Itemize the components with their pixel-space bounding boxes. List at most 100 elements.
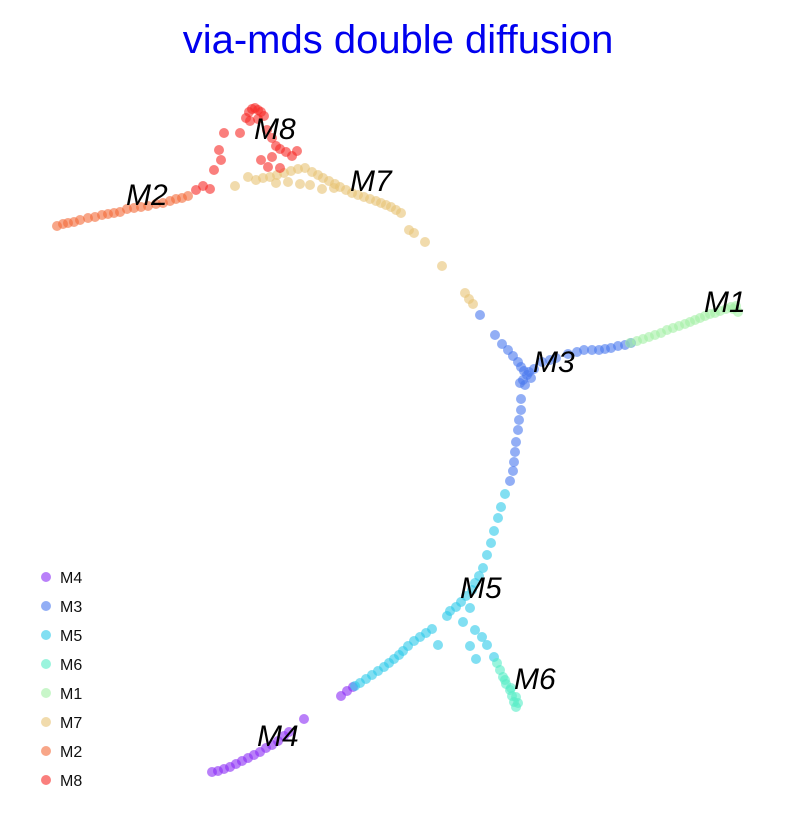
data-points-layer — [52, 103, 743, 777]
legend-marker-m1 — [41, 688, 51, 698]
cluster-label-m7: M7 — [350, 165, 393, 198]
data-point-m3-14 — [520, 380, 530, 390]
data-point-m7-34 — [295, 179, 305, 189]
data-point-m5-18 — [477, 632, 487, 642]
data-point-m3-15 — [537, 357, 547, 367]
data-point-m3-35 — [508, 466, 518, 476]
data-point-m7-36 — [317, 184, 327, 194]
legend-label-m1: M1 — [60, 686, 82, 703]
data-point-m3-32 — [511, 437, 521, 447]
data-point-m3-0 — [475, 310, 485, 320]
data-point-m5-3 — [489, 526, 499, 536]
data-point-m3-30 — [514, 415, 524, 425]
cluster-label-m2: M2 — [126, 179, 168, 212]
data-point-m2-14 — [143, 201, 153, 211]
legend-label-m8: M8 — [60, 773, 82, 790]
legend: M4 M3 M5 M6 M1 M7 M2 M8 — [41, 570, 82, 790]
data-point-m8-26 — [275, 163, 285, 173]
data-point-m1-21 — [728, 304, 738, 314]
data-point-m7-38 — [271, 178, 281, 188]
data-point-m3-36 — [505, 476, 515, 486]
data-point-m2-20 — [183, 191, 193, 201]
data-point-m3-21 — [587, 345, 597, 355]
data-point-m7-35 — [305, 180, 315, 190]
data-point-m5-17 — [470, 625, 480, 635]
data-point-m5-16 — [458, 617, 468, 627]
data-point-m3-12 — [529, 364, 539, 374]
chart-title: via-mds double diffusion — [182, 18, 614, 62]
data-point-m8-24 — [256, 155, 266, 165]
cluster-label-m5: M5 — [460, 572, 502, 605]
data-point-m5-20 — [471, 654, 481, 664]
data-point-m5-6 — [478, 563, 488, 573]
data-point-m5-2 — [493, 513, 503, 523]
legend-marker-m4 — [41, 572, 51, 582]
cluster-label-m8: M8 — [254, 113, 296, 146]
data-point-m7-39 — [283, 177, 293, 187]
data-point-m3-1 — [490, 330, 500, 340]
cluster-labels-layer: M1 M2 M3 M4 M5 M6 M7 M8 — [126, 113, 746, 753]
data-point-m3-17 — [551, 353, 561, 363]
data-point-m8-7 — [235, 128, 245, 138]
data-point-m4-14 — [299, 714, 309, 724]
data-point-m3-13 — [526, 373, 536, 383]
legend-marker-m7 — [41, 717, 51, 727]
data-point-m6-10 — [506, 683, 516, 693]
data-point-m8-15 — [253, 114, 263, 124]
data-point-m8-4 — [214, 145, 224, 155]
legend-label-m6: M6 — [60, 657, 82, 674]
data-point-m5-38 — [433, 640, 443, 650]
data-point-m8-25 — [263, 162, 273, 172]
legend-marker-m2 — [41, 746, 51, 756]
data-point-m2-4 — [75, 215, 85, 225]
legend-label-m5: M5 — [60, 628, 82, 645]
legend-marker-m6 — [41, 659, 51, 669]
data-point-m3-33 — [510, 447, 520, 457]
data-point-m4-13 — [284, 727, 294, 737]
legend-marker-m3 — [41, 601, 51, 611]
data-point-m7-26 — [396, 208, 406, 218]
data-point-m5-0 — [500, 489, 510, 499]
legend-marker-m8 — [41, 775, 51, 785]
data-point-m7-28 — [409, 228, 419, 238]
data-point-m8-5 — [216, 155, 226, 165]
data-point-m7-30 — [437, 261, 447, 271]
data-point-m8-23 — [292, 146, 302, 156]
data-point-m6-11 — [500, 675, 510, 685]
legend-label-m7: M7 — [60, 715, 82, 732]
data-point-m8-6 — [219, 128, 229, 138]
data-point-m8-18 — [267, 133, 277, 143]
data-point-m7-1 — [243, 172, 253, 182]
legend-label-m4: M4 — [60, 570, 82, 587]
data-point-m8-3 — [209, 165, 219, 175]
data-point-m5-5 — [482, 550, 492, 560]
data-point-m8-27 — [267, 152, 277, 162]
cluster-label-m3: M3 — [533, 346, 575, 379]
data-point-m5-4 — [486, 538, 496, 548]
data-point-m5-37 — [350, 681, 360, 691]
cluster-label-m1: M1 — [704, 286, 746, 319]
legend-marker-m5 — [41, 630, 51, 640]
data-point-m7-33 — [468, 299, 478, 309]
data-point-m6-9 — [511, 692, 521, 702]
cluster-label-m4: M4 — [257, 720, 299, 753]
data-point-m5-19 — [465, 641, 475, 651]
data-point-m7-37 — [329, 183, 339, 193]
data-point-m7-0 — [230, 181, 240, 191]
data-point-m3-34 — [509, 457, 519, 467]
data-point-m8-2 — [205, 184, 215, 194]
data-point-m5-1 — [496, 502, 506, 512]
data-point-m5-21 — [482, 640, 492, 650]
data-point-m3-28 — [516, 394, 526, 404]
data-point-m3-18 — [563, 349, 573, 359]
cluster-label-m6: M6 — [514, 663, 556, 696]
data-point-m3-29 — [516, 405, 526, 415]
data-point-m3-20 — [579, 345, 589, 355]
legend-label-m3: M3 — [60, 599, 82, 616]
data-point-m5-14 — [442, 611, 452, 621]
data-point-m7-29 — [420, 237, 430, 247]
data-point-m5-15 — [465, 603, 475, 613]
legend-label-m2: M2 — [60, 744, 82, 761]
data-point-m3-31 — [513, 425, 523, 435]
